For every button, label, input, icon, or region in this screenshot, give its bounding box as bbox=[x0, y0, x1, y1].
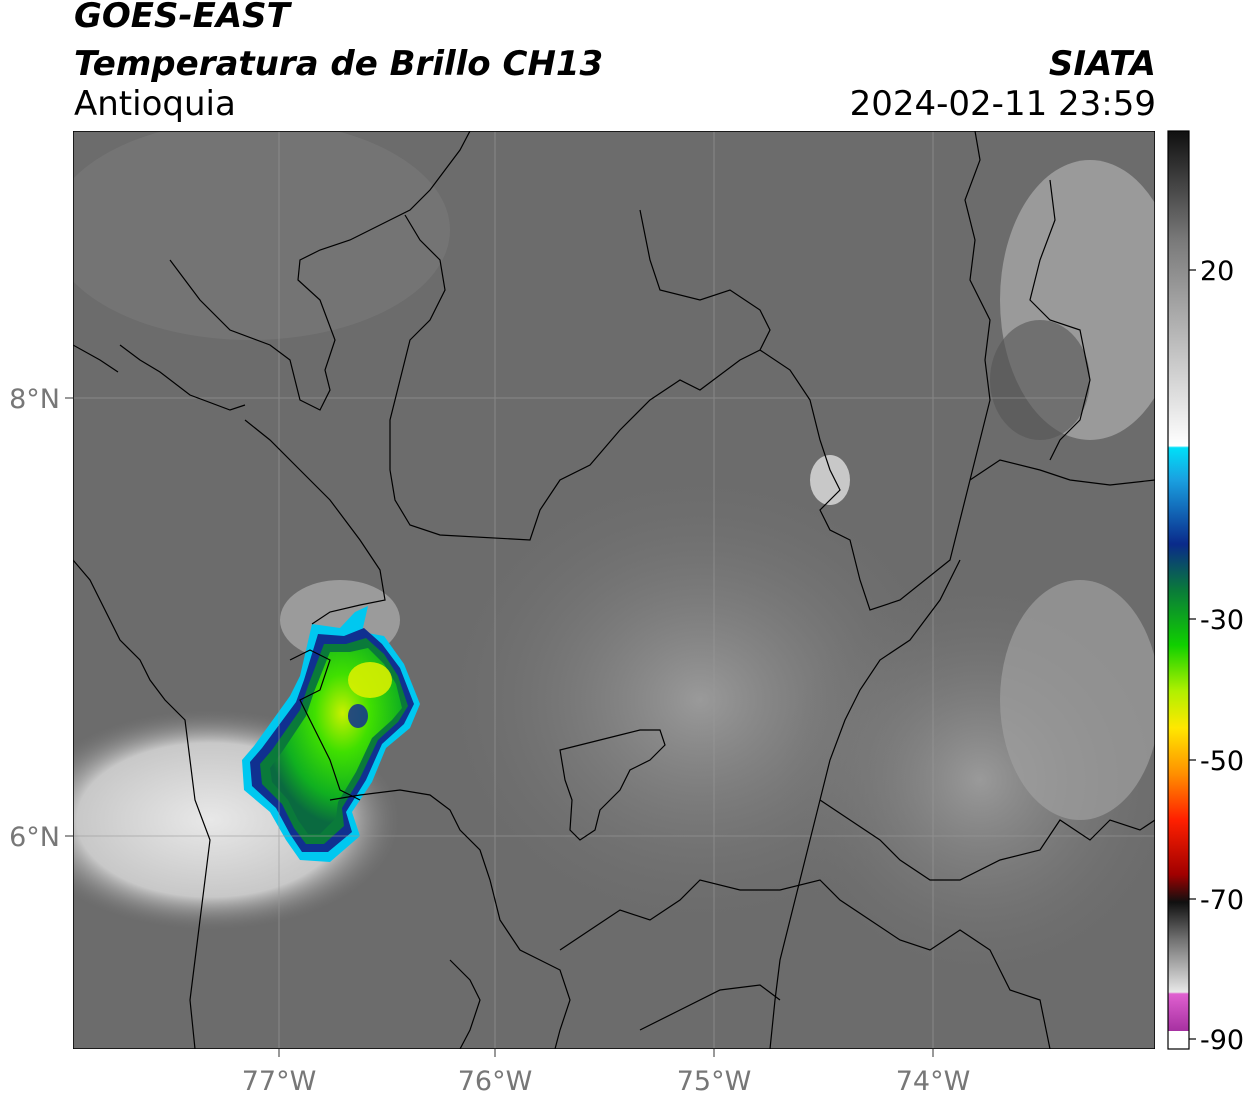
lat-label-8n: 8°N bbox=[9, 384, 60, 415]
lon-label-75w: 75°W bbox=[677, 1066, 752, 1097]
colorbar-frame bbox=[1167, 130, 1190, 1050]
colorbar-underflow bbox=[1168, 1031, 1189, 1049]
coastline-west bbox=[73, 559, 211, 1049]
light-cloud-se bbox=[1000, 580, 1155, 820]
organization-label: SIATA bbox=[1048, 44, 1156, 84]
cb-label-minus50: -50 bbox=[1200, 746, 1244, 777]
cold-cloud-yellow bbox=[348, 662, 392, 698]
cb-label-minus70: -70 bbox=[1200, 885, 1244, 916]
boundary-antioquia-north bbox=[244, 419, 386, 625]
lon-label-77w: 77°W bbox=[242, 1066, 317, 1097]
gray-patch-nw bbox=[73, 131, 450, 340]
boundary-santander bbox=[769, 459, 1155, 1049]
cb-label-20: 20 bbox=[1200, 256, 1234, 287]
colorbar: 20 -30 -50 -70 -90 bbox=[1167, 130, 1244, 1056]
boundary-south-2 bbox=[639, 984, 781, 1031]
boundary-bolivar bbox=[639, 131, 991, 611]
lat-label-6n: 6°N bbox=[9, 822, 60, 853]
boundary-cordoba bbox=[389, 214, 761, 541]
boundary-choco-south bbox=[329, 789, 571, 1049]
boundary-cesar bbox=[1029, 179, 1091, 461]
satellite-image bbox=[73, 131, 1155, 1049]
dark-patch-ne bbox=[990, 320, 1090, 440]
region-label: Antioquia bbox=[74, 84, 236, 124]
lon-label-76w: 76°W bbox=[458, 1066, 533, 1097]
cold-cloud-hole bbox=[348, 704, 368, 728]
boundary-boyaca bbox=[819, 799, 1155, 881]
timestamp-label: 2024-02-11 23:59 bbox=[849, 84, 1156, 124]
boundary-caldas bbox=[559, 879, 1051, 1049]
axis-ticks bbox=[65, 397, 934, 1057]
boundary-enclave bbox=[559, 729, 666, 841]
boundary-south-1 bbox=[449, 959, 481, 1049]
boundary-dept-west bbox=[289, 649, 361, 801]
small-cloud bbox=[810, 455, 850, 505]
colorbar-fill bbox=[1168, 131, 1189, 1049]
cb-label-minus30: -30 bbox=[1200, 605, 1244, 636]
political-boundaries bbox=[73, 131, 1155, 1049]
lon-label-74w: 74°W bbox=[896, 1066, 971, 1097]
cb-label-minus90: -90 bbox=[1200, 1025, 1244, 1056]
cold-cloud-cluster bbox=[242, 606, 420, 862]
satellite-label: GOES-EAST bbox=[74, 0, 290, 36]
product-title: Temperatura de Brillo CH13 bbox=[74, 44, 604, 84]
gridlines bbox=[73, 131, 1155, 1049]
coastline-north bbox=[73, 131, 471, 411]
